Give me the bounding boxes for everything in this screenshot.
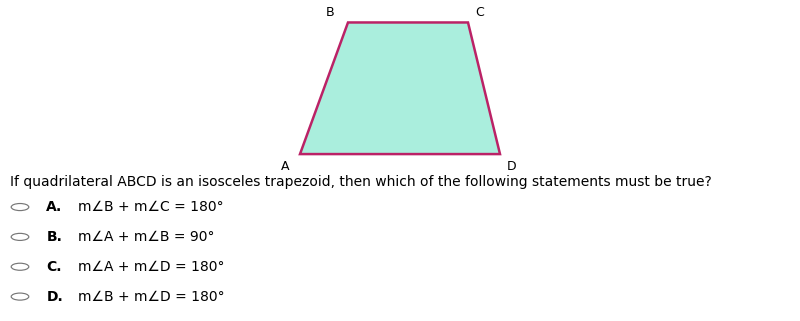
Text: D.: D. — [46, 290, 63, 304]
Text: C: C — [476, 6, 484, 19]
Text: C.: C. — [46, 260, 62, 274]
Text: m∠A + m∠D = 180°: m∠A + m∠D = 180° — [78, 260, 224, 274]
Text: m∠B + m∠C = 180°: m∠B + m∠C = 180° — [78, 200, 223, 214]
Text: m∠A + m∠B = 90°: m∠A + m∠B = 90° — [78, 230, 214, 244]
Text: m∠B + m∠D = 180°: m∠B + m∠D = 180° — [78, 290, 224, 304]
Text: B: B — [326, 6, 334, 19]
Text: If quadrilateral ABCD is an isosceles trapezoid, then which of the following sta: If quadrilateral ABCD is an isosceles tr… — [10, 175, 712, 189]
Polygon shape — [300, 22, 500, 154]
Text: A.: A. — [46, 200, 62, 214]
Text: A: A — [282, 160, 290, 173]
Text: B.: B. — [46, 230, 62, 244]
Text: D: D — [507, 160, 517, 173]
